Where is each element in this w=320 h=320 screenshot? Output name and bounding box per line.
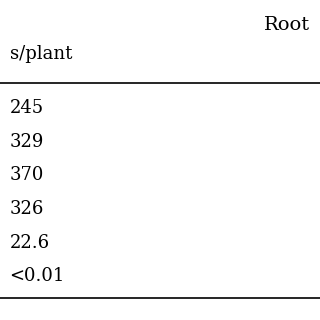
- Text: s/plant: s/plant: [10, 45, 72, 63]
- Text: 370: 370: [10, 166, 44, 184]
- Text: 329: 329: [10, 133, 44, 151]
- Text: <0.01: <0.01: [10, 267, 65, 285]
- Text: 326: 326: [10, 200, 44, 218]
- Text: 22.6: 22.6: [10, 234, 50, 252]
- Text: 245: 245: [10, 99, 44, 117]
- Text: Root: Root: [264, 16, 310, 34]
